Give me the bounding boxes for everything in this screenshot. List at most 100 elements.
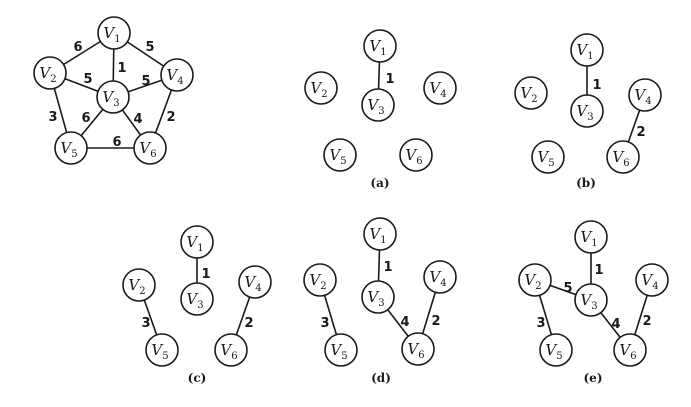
node-subscript: 5 — [556, 351, 562, 362]
node-letter: V — [524, 271, 537, 289]
edge-weight-label: 1 — [117, 61, 126, 76]
node-subscript: 1 — [587, 51, 593, 62]
node-v3: V3 — [361, 88, 395, 122]
node-v6: V6 — [401, 332, 435, 366]
node-v6: V6 — [606, 140, 640, 174]
node-subscript: 4 — [645, 96, 651, 107]
node-letter: V — [405, 146, 418, 164]
node-v3: V3 — [180, 282, 214, 316]
node-v2: V2 — [33, 56, 67, 90]
node-subscript: 6 — [150, 149, 156, 160]
node-letter: V — [367, 96, 380, 114]
node-v2: V2 — [304, 71, 338, 105]
edge-weight-label: 1 — [592, 78, 601, 93]
edge-weight-label: 5 — [145, 40, 154, 55]
node-subscript: 4 — [177, 76, 183, 87]
node-v6: V6 — [133, 131, 167, 165]
edge-weight-label: 6 — [81, 111, 90, 126]
node-circle — [145, 333, 179, 367]
node-letter: V — [139, 139, 152, 157]
node-label: V4 — [634, 86, 651, 107]
node-label: V6 — [612, 148, 629, 169]
node-v6: V6 — [214, 333, 248, 367]
node-circle — [323, 138, 357, 172]
node-letter: V — [407, 340, 420, 358]
edge-weight-label: 3 — [320, 316, 329, 331]
node-letter: V — [220, 341, 233, 359]
node-circle — [635, 263, 669, 297]
node-letter: V — [576, 41, 589, 59]
node-label: V6 — [220, 341, 237, 362]
node-subscript: 1 — [197, 243, 203, 254]
node-label: V5 — [545, 341, 562, 362]
node-label: V5 — [151, 341, 168, 362]
diagram-caption: (d) — [371, 371, 391, 385]
edge-weight-label: 3 — [48, 110, 57, 125]
node-circle — [570, 33, 604, 67]
node-circle — [96, 80, 130, 114]
node-subscript: 5 — [162, 351, 168, 362]
edge-weight-label: 3 — [141, 316, 150, 331]
node-label: V2 — [524, 271, 541, 292]
edge-weight-label: 1 — [383, 260, 392, 275]
node-v2: V2 — [303, 263, 337, 297]
node-circle — [531, 140, 565, 174]
node-subscript: 4 — [652, 281, 658, 292]
node-v5: V5 — [54, 131, 88, 165]
node-circle — [401, 332, 435, 366]
edge-weight-label: 2 — [431, 314, 440, 329]
node-letter: V — [520, 84, 533, 102]
node-letter: V — [429, 79, 442, 97]
node-subscript: 5 — [71, 149, 77, 160]
node-subscript: 4 — [440, 89, 446, 100]
node-subscript: 3 — [587, 112, 593, 123]
node-label: V4 — [244, 273, 261, 294]
diagram-caption: (e) — [584, 371, 603, 385]
node-label: V1 — [369, 225, 386, 246]
node-subscript: 6 — [630, 351, 636, 362]
node-letter: V — [310, 79, 323, 97]
node-circle — [574, 283, 608, 317]
node-subscript: 3 — [113, 98, 119, 109]
node-label: V6 — [405, 146, 422, 167]
diagram-caption: (c) — [188, 371, 207, 385]
node-circle — [361, 280, 395, 314]
node-label: V5 — [330, 341, 347, 362]
node-circle — [628, 78, 662, 112]
node-v5: V5 — [323, 138, 357, 172]
node-circle — [423, 260, 457, 294]
node-v4: V4 — [635, 263, 669, 297]
node-v4: V4 — [423, 71, 457, 105]
node-label: V3 — [576, 102, 593, 123]
diagram-caption: (b) — [576, 176, 596, 190]
edge-weight-label: 1 — [201, 267, 210, 282]
node-letter: V — [429, 268, 442, 286]
node-subscript: 3 — [378, 106, 384, 117]
diagram-caption: (a) — [370, 176, 389, 190]
node-v5: V5 — [531, 140, 565, 174]
edge-weight-label: 5 — [141, 74, 150, 89]
node-label: V4 — [429, 268, 446, 289]
node-circle — [518, 263, 552, 297]
node-subscript: 2 — [50, 74, 56, 85]
node-subscript: 2 — [321, 89, 327, 100]
node-label: V1 — [186, 233, 203, 254]
node-circle — [399, 138, 433, 172]
node-subscript: 3 — [378, 298, 384, 309]
node-subscript: 1 — [114, 34, 120, 45]
node-letter: V — [151, 341, 164, 359]
node-circle — [423, 71, 457, 105]
node-circle — [606, 140, 640, 174]
edge-weight-label: 1 — [594, 263, 603, 278]
node-subscript: 2 — [531, 94, 537, 105]
node-label: V5 — [60, 139, 77, 160]
node-letter: V — [576, 102, 589, 120]
node-letter: V — [369, 37, 382, 55]
node-v6: V6 — [613, 333, 647, 367]
node-letter: V — [186, 233, 199, 251]
node-circle — [160, 58, 194, 92]
node-v5: V5 — [539, 333, 573, 367]
